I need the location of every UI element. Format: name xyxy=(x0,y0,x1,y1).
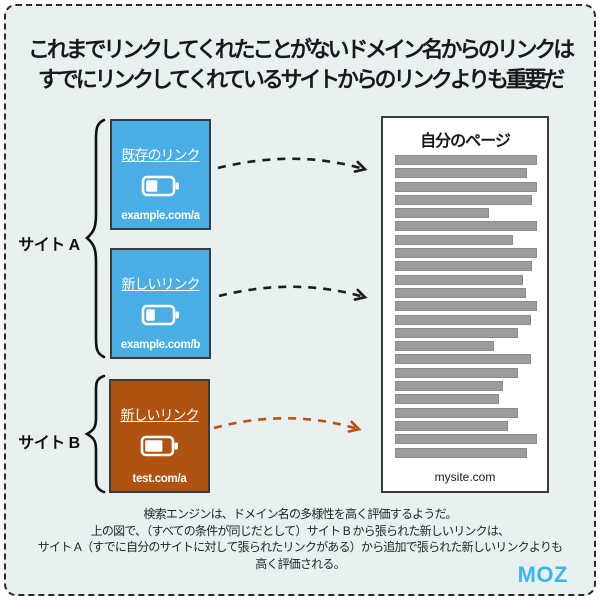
arrow-existing-link xyxy=(217,157,368,173)
dashed-border-panel: これまでリンクしてくれたことがないドメイン名からのリンクは すでにリンクしてくれ… xyxy=(4,4,596,596)
text-line-bar xyxy=(395,367,518,378)
site-a-label: サイト A xyxy=(18,237,80,254)
domain-label: example.com/a xyxy=(121,210,200,222)
battery-icon xyxy=(140,435,178,457)
footnote-line: 高く評価される。 xyxy=(255,556,345,571)
brace-site-b xyxy=(84,374,106,494)
text-line-bar xyxy=(395,234,513,245)
text-line-bar xyxy=(395,341,494,352)
my-page-title: 自分のページ xyxy=(420,133,511,150)
domain-label: test.com/a xyxy=(132,473,187,485)
my-page-domain: mysite.com xyxy=(434,470,496,484)
text-line-bar xyxy=(395,168,527,179)
footnote-line: 検索エンジンは、ドメイン名の多様性を高く評価するようだ。 xyxy=(143,507,457,521)
text-line-bar xyxy=(395,248,537,259)
heading-line-2: すでにリンクしてくれているサイトからのリンクよりも重要だ xyxy=(37,67,565,92)
heading-line-1: これまでリンクしてくれたことがないドメイン名からのリンクは xyxy=(28,37,575,62)
link-label[interactable]: 既存のリンク xyxy=(121,147,201,163)
brace-site-a xyxy=(85,118,106,359)
text-line-bar xyxy=(395,327,518,338)
text-line-bar xyxy=(395,274,523,285)
link-label[interactable]: 新しいリンク xyxy=(121,276,201,292)
link-box-new-link-site-b: 新しいリンク test.com/a xyxy=(109,379,210,493)
text-line-bar xyxy=(395,181,537,192)
footnote: 検索エンジンは、ドメイン名の多様性を高く評価するようだ。上の図で、（すべての条件… xyxy=(6,506,594,572)
footnote-line: サイト A（すでに自分のサイトに対して張られたリンクがある）から追加で張られた新… xyxy=(37,540,563,554)
battery-icon xyxy=(141,304,179,326)
text-line-bar xyxy=(395,394,499,405)
text-line-bar xyxy=(395,434,537,445)
text-line-bar xyxy=(395,420,508,431)
arrow-new-link-site-a xyxy=(218,285,368,301)
footnote-line: 上の図で、（すべての条件が同じだとして）サイト B から張られた新しいリンクは、 xyxy=(90,523,510,538)
domain-label: example.com/b xyxy=(120,339,201,351)
text-line-bar xyxy=(395,287,526,298)
text-line-bar xyxy=(395,447,527,458)
text-line-bar xyxy=(395,354,531,365)
text-line-bar xyxy=(395,208,489,219)
link-label[interactable]: 新しいリンク xyxy=(120,407,200,423)
moz-logo: MOZ xyxy=(517,562,568,587)
page-heading: これまでリンクしてくれたことがないドメイン名からのリンクは すでにリンクしてくれ… xyxy=(6,35,594,95)
link-box-new-link-site-a: 新しいリンク example.com/b xyxy=(110,248,211,359)
arrow-new-link-site-b xyxy=(213,416,362,433)
text-line-bar xyxy=(395,194,532,205)
text-line-bar xyxy=(395,221,537,232)
text-line-bar xyxy=(395,261,532,272)
battery-icon xyxy=(141,175,179,197)
text-line-bars xyxy=(395,155,537,458)
text-line-bar xyxy=(395,314,531,325)
text-line-bar xyxy=(395,301,537,312)
link-box-existing-link: 既存のリンク example.com/a xyxy=(110,119,211,230)
text-line-bar xyxy=(395,381,503,392)
my-page-panel: 自分のページ mysite.com xyxy=(381,116,549,493)
text-line-bar xyxy=(395,155,537,165)
text-line-bar xyxy=(395,407,518,418)
site-b-label: サイト B xyxy=(18,435,80,452)
